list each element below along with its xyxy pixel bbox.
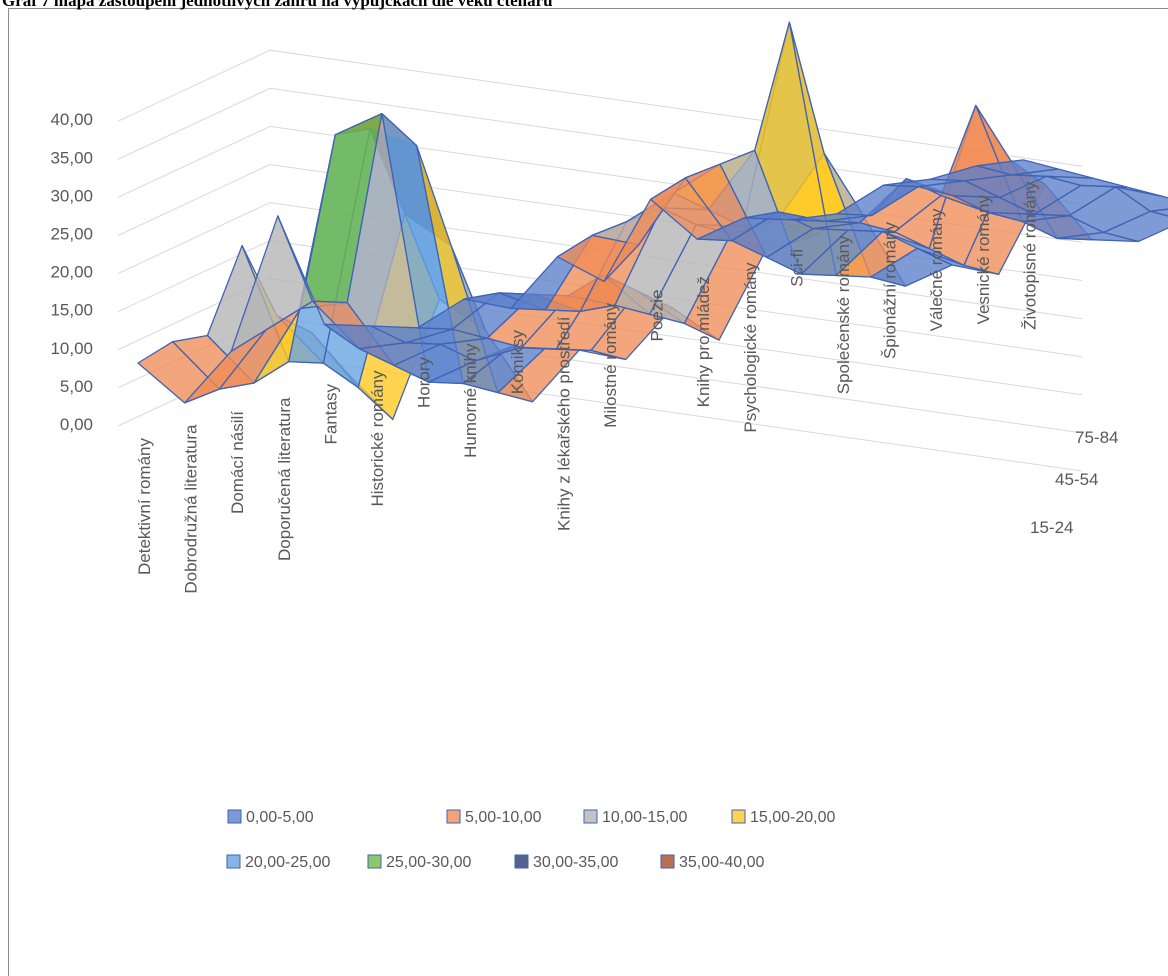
category-tick-label: Společenské romány xyxy=(834,235,853,394)
chart-area xyxy=(8,8,1168,976)
z-tick-label: 15,00 xyxy=(50,301,93,320)
figure-caption: Graf 7 mapa zastoupení jednotlivých žánr… xyxy=(2,0,553,10)
depth-tick-label: 75-84 xyxy=(1075,428,1118,447)
category-tick-label: Válečné romány xyxy=(927,208,946,331)
z-tick-label: 5,00 xyxy=(60,377,93,396)
legend-label: 35,00-40,00 xyxy=(679,854,765,871)
z-tick-label: 0,00 xyxy=(60,415,93,434)
legend-swatch xyxy=(514,854,529,869)
legend-label: 30,00-35,00 xyxy=(533,854,619,871)
z-tick-label: 35,00 xyxy=(50,148,93,167)
category-axis-tick-labels: Detektivní romány Dobrodružná literatura D… xyxy=(135,181,1039,594)
category-tick-label: Domácí násilí xyxy=(228,411,247,514)
category-tick-label: Dobrodružná literatura xyxy=(182,424,201,594)
z-tick-label: 30,00 xyxy=(50,186,93,205)
category-tick-label: Historické romány xyxy=(368,370,387,507)
category-tick-label: Komiksy xyxy=(508,330,527,395)
gridline xyxy=(117,49,1083,167)
legend-label: 25,00-30,00 xyxy=(386,854,472,871)
depth-axis-tick-labels: 15-24 45-54 75-84 xyxy=(1030,428,1118,537)
gridline xyxy=(117,202,1083,320)
legend-swatch xyxy=(367,854,382,869)
z-axis-tick-labels: 0,00 5,00 10,00 15,00 20,00 25,00 30,00 35,00 40… xyxy=(50,110,93,434)
z-tick-label: 10,00 xyxy=(50,339,93,358)
z-tick-label: 20,00 xyxy=(50,263,93,282)
legend-swatch xyxy=(731,809,746,824)
legend-swatch xyxy=(227,809,242,824)
surface-patch xyxy=(976,159,1059,176)
legend-label: 0,00-5,00 xyxy=(246,809,314,826)
category-tick-label: Psychologické romány xyxy=(741,262,760,433)
legend-label: 10,00-15,00 xyxy=(602,809,688,826)
category-tick-label: Knihy z lékařského prostředí xyxy=(554,316,573,531)
z-tick-label: 40,00 xyxy=(50,110,93,129)
legend-label: 15,00-20,00 xyxy=(750,809,836,826)
legend-swatch xyxy=(226,854,241,869)
category-tick-label: Doporučená literatura xyxy=(275,397,294,561)
category-tick-label: Knihy pro mládež xyxy=(694,276,713,407)
category-tick-label: Humorné knihy xyxy=(461,343,480,458)
legend-swatch xyxy=(660,854,675,869)
category-tick-label: Sci-fi xyxy=(787,249,806,287)
category-tick-label: Fantasy xyxy=(321,384,340,445)
legend-swatch xyxy=(446,809,461,824)
depth-tick-label: 15-24 xyxy=(1030,518,1073,537)
category-tick-label: Vesnické romány xyxy=(974,195,993,325)
z-tick-label: 25,00 xyxy=(50,225,93,244)
legend-label: 20,00-25,00 xyxy=(245,854,331,871)
legend-label: 5,00-10,00 xyxy=(465,809,542,826)
category-tick-label: Špionážní romány xyxy=(881,222,900,360)
legend: 0,00-5,00 5,00-10,00 10,00-15,00 15,00-20,0… xyxy=(226,809,836,871)
category-tick-label: Detektivní romány xyxy=(135,438,154,575)
category-tick-label: Horory xyxy=(415,357,434,409)
depth-tick-label: 45-54 xyxy=(1055,470,1098,489)
category-tick-label: Milostné romány xyxy=(601,303,620,428)
category-tick-label: Životopisné romány xyxy=(1020,181,1039,330)
category-tick-label: Poezie xyxy=(648,290,667,342)
legend-swatch xyxy=(583,809,598,824)
surface-mesh xyxy=(137,21,1168,421)
